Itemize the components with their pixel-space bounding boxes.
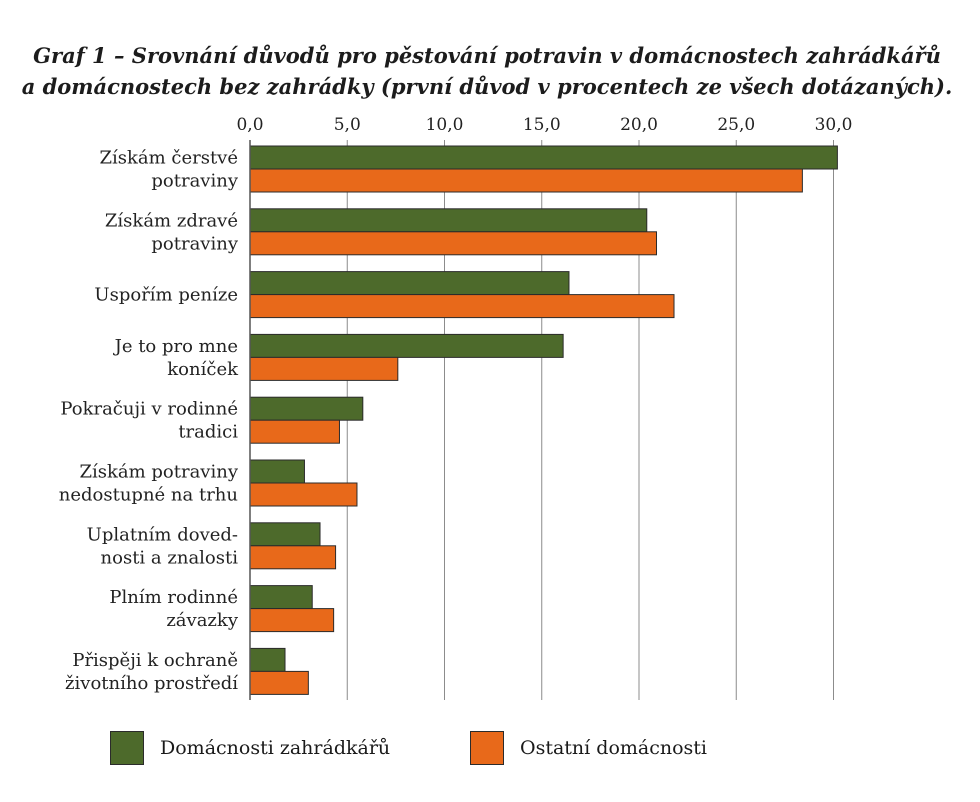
legend-item-series-1: Domácnosti zahrádkářů — [110, 728, 390, 768]
bar-series-2 — [249, 670, 309, 695]
category-label: Získám zdravé — [105, 210, 238, 231]
legend-swatch-series-2 — [470, 731, 504, 765]
category-label: Je to pro mne — [113, 336, 238, 357]
bar-series-2 — [249, 419, 340, 444]
category-label: koníček — [167, 359, 239, 380]
category-label: nosti a znalosti — [101, 547, 239, 568]
bar-series-1 — [249, 396, 364, 421]
chart-title: Graf 1 – Srovnání důvodů pro pěstování p… — [0, 40, 974, 102]
bar-series-2 — [249, 608, 335, 633]
category-label: tradici — [178, 422, 238, 443]
bar-series-1 — [249, 208, 648, 233]
x-tick-label: 10,0 — [426, 115, 464, 135]
category-label: Přispěji k ochraně — [72, 650, 238, 671]
x-tick-label: 15,0 — [523, 115, 561, 135]
x-tick-label: 0,0 — [236, 115, 263, 135]
bar-series-2 — [249, 356, 399, 381]
legend-label-series-2: Ostatní domácnosti — [520, 737, 708, 759]
x-tick-label: 20,0 — [620, 115, 658, 135]
bar-series-2 — [249, 545, 337, 570]
category-label: potraviny — [151, 171, 238, 192]
chart-title-line-1: Graf 1 – Srovnání důvodů pro pěstování p… — [33, 43, 941, 68]
legend: Domácnosti zahrádkářů Ostatní domácnosti — [0, 728, 980, 768]
bar-chart: 0,0 5,0 10,0 15,0 20,0 25,0 30,0 Získám čerstvé… — [59, 115, 853, 700]
bar-series-2 — [249, 168, 803, 193]
chart-title-line-2: a domácnostech bez zahrádky (první důvod… — [21, 74, 953, 99]
bar-series-2 — [249, 482, 358, 507]
category-label: životního prostředí — [65, 673, 238, 694]
bar-series-1 — [249, 522, 321, 547]
category-label: Uspořím peníze — [94, 285, 238, 306]
category-label: Pokračuji v rodinné — [60, 399, 238, 420]
category-label: nedostupné na trhu — [59, 485, 238, 506]
category-label: závazky — [166, 610, 239, 631]
bar-series-1 — [249, 271, 570, 296]
x-tick-label: 30,0 — [815, 115, 853, 135]
bar-series-1 — [249, 585, 313, 610]
category-label: Získám potraviny — [79, 462, 238, 483]
bar-series-1 — [249, 647, 286, 672]
x-tick-label: 25,0 — [717, 115, 755, 135]
bar-series-1 — [249, 145, 838, 170]
legend-label-series-1: Domácnosti zahrádkářů — [160, 737, 391, 759]
category-label: potraviny — [151, 233, 238, 254]
bar-series-2 — [249, 231, 658, 256]
bar-series-2 — [249, 294, 675, 319]
category-label: Plním rodinné — [109, 587, 238, 608]
legend-item-series-2: Ostatní domácnosti — [470, 728, 707, 768]
category-label: Získám čerstvé — [99, 148, 238, 169]
category-label: Uplatním doved- — [87, 524, 238, 545]
bar-series-1 — [249, 333, 564, 358]
legend-swatch-series-1 — [110, 731, 144, 765]
bar-series-1 — [249, 459, 305, 484]
x-tick-label: 5,0 — [334, 115, 361, 135]
